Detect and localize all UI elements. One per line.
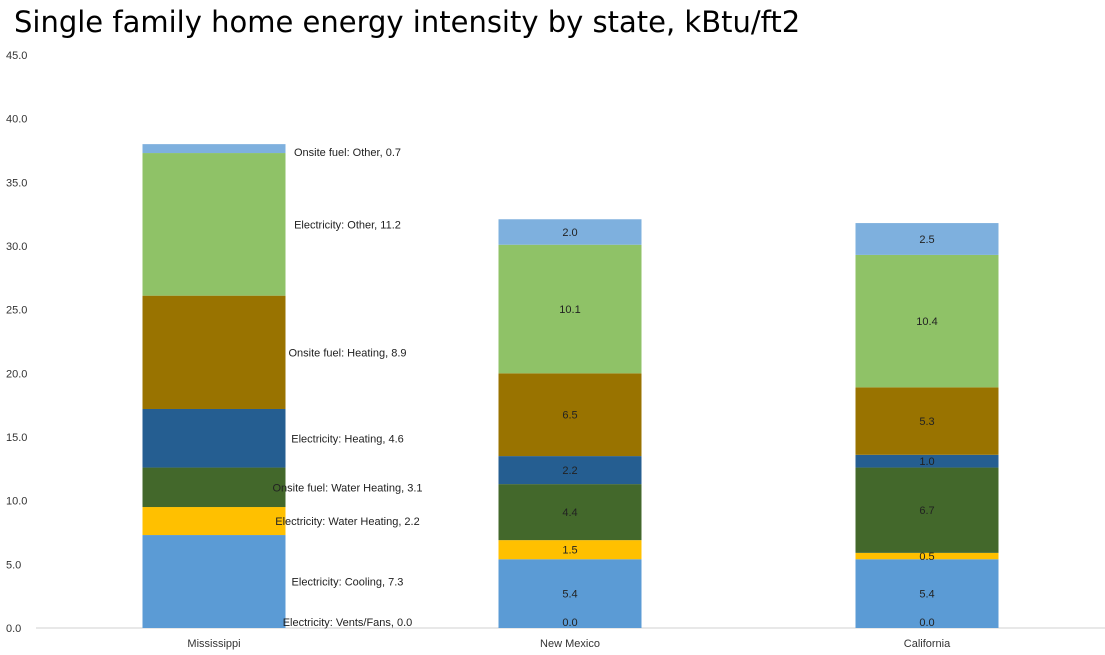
- y-tick-label: 25.0: [6, 305, 27, 317]
- bar-segment: [142, 408, 286, 468]
- data-label: Onsite fuel: Heating, 8.9: [288, 347, 406, 359]
- bar-segment: [498, 456, 642, 485]
- data-label: Electricity: Other, 11.2: [294, 219, 401, 231]
- data-label: 1.0: [919, 456, 934, 468]
- bar-segment: [498, 484, 642, 541]
- data-label: 0.0: [919, 617, 934, 629]
- bars: [142, 144, 999, 628]
- data-label: 5.4: [562, 589, 577, 601]
- bar-segment: [142, 295, 286, 409]
- data-label: 5.3: [919, 416, 934, 428]
- chart-title: Single family home energy intensity by s…: [14, 5, 801, 39]
- category-labels: Mississippi New Mexico California: [187, 638, 951, 650]
- bar-segment: [855, 223, 999, 255]
- y-tick-label: 45.0: [6, 50, 27, 62]
- data-label: 5.4: [919, 589, 934, 601]
- y-tick-label: 5.0: [6, 559, 21, 571]
- data-label: Electricity: Vents/Fans, 0.0: [283, 617, 413, 629]
- y-axis-ticks: 0.0 5.0 10.0 15.0 20.0 25.0 30.0 35.0 40.0 45.0: [6, 50, 27, 635]
- data-label: 4.4: [562, 507, 577, 519]
- bar-segment: [142, 153, 286, 296]
- bar-segment: [498, 373, 642, 457]
- bar-segment: [142, 507, 286, 536]
- data-label: Onsite fuel: Other, 0.7: [294, 147, 401, 159]
- data-label: Electricity: Heating, 4.6: [291, 433, 404, 445]
- data-label: Onsite fuel: Water Heating, 3.1: [273, 482, 423, 494]
- data-label: 2.2: [562, 465, 577, 477]
- bar-segment: [855, 254, 999, 388]
- bar-segment: [855, 387, 999, 455]
- data-label: Electricity: Water Heating, 2.2: [275, 516, 419, 528]
- bar-segment: [855, 467, 999, 553]
- data-label: 2.0: [562, 227, 577, 239]
- y-tick-label: 40.0: [6, 114, 27, 126]
- bar-segment: [498, 559, 642, 628]
- data-label: 0.0: [562, 617, 577, 629]
- y-tick-label: 20.0: [6, 368, 27, 380]
- data-label: 6.7: [919, 505, 934, 517]
- data-label: 0.5: [919, 551, 934, 563]
- y-tick-label: 15.0: [6, 432, 27, 444]
- bar-segment: [498, 540, 642, 560]
- data-label: Electricity: Cooling, 7.3: [292, 577, 404, 589]
- category-label: New Mexico: [540, 638, 600, 650]
- bar-segment: [855, 454, 999, 468]
- category-label: Mississippi: [187, 638, 240, 650]
- y-tick-label: 35.0: [6, 177, 27, 189]
- data-label: 2.5: [919, 234, 934, 246]
- data-labels: Electricity: Vents/Fans, 0.0 Electricity:…: [273, 147, 938, 629]
- y-tick-label: 0.0: [6, 623, 21, 635]
- y-tick-label: 10.0: [6, 496, 27, 508]
- bar-segment: [142, 467, 286, 508]
- bar-segment: [855, 559, 999, 628]
- data-label: 10.1: [559, 304, 580, 316]
- bar-segment: [498, 219, 642, 245]
- bar-segment: [142, 535, 286, 628]
- data-label: 10.4: [916, 316, 937, 328]
- bar-segment: [142, 144, 286, 154]
- category-label: California: [904, 638, 951, 650]
- y-tick-label: 30.0: [6, 241, 27, 253]
- data-label: 6.5: [562, 410, 577, 422]
- bar-segment: [498, 244, 642, 374]
- bar-segment: [855, 552, 999, 560]
- data-label: 1.5: [562, 545, 577, 557]
